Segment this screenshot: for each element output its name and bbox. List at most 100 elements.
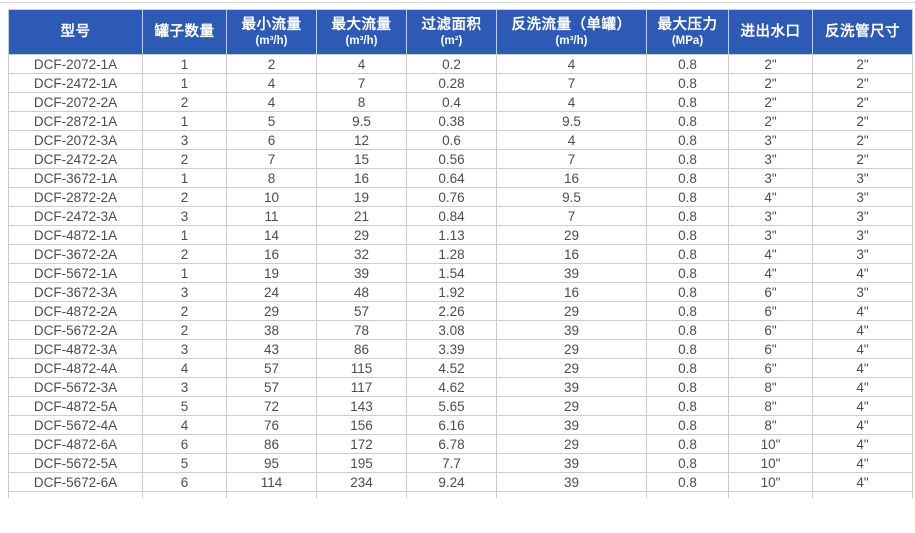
cell-backwash-pipe: 4": [812, 339, 913, 359]
cell-tank-count: 3: [142, 130, 227, 150]
cell-max-flow: 9.5: [316, 111, 407, 131]
cell-inlet-outlet: 4": [728, 244, 813, 264]
cell-backwash-flow: 39: [496, 415, 647, 435]
cell-backwash-flow: 39: [496, 472, 647, 492]
cell-model: DCF-2072-3A: [8, 130, 143, 150]
cell-backwash-flow: 7: [496, 206, 647, 226]
cell-backwash-pipe: 4": [812, 263, 913, 283]
cell-max-flow: 29: [316, 225, 407, 245]
cell-min-flow: 114: [226, 472, 317, 492]
table-row: DCF-4872-6A 6 86 172 6.78 29 0.8 10" 4": [8, 434, 913, 454]
cell-model: DCF-5672-6A: [8, 472, 143, 492]
cell-min-flow: 29: [226, 301, 317, 321]
column-header-label: 反洗流量（单罐）: [511, 17, 632, 33]
cell-backwash-flow: 39: [496, 377, 647, 397]
empty-cell: [728, 491, 813, 498]
cell-tank-count: 2: [142, 244, 227, 264]
cell-min-flow: 11: [226, 206, 317, 226]
table-body: DCF-2072-1A 1 2 4 0.2 4 0.8 2" 2" DCF-24…: [8, 54, 913, 492]
cell-model: DCF-4872-6A: [8, 434, 143, 454]
cell-backwash-flow: 29: [496, 225, 647, 245]
table-header: 型号 罐子数量 最小流量 (m³/h) 最大流量: [8, 9, 913, 55]
cell-max-pressure: 0.8: [646, 92, 729, 112]
cell-max-flow: 39: [316, 263, 407, 283]
cell-filter-area: 1.92: [406, 282, 497, 302]
cell-min-flow: 57: [226, 377, 317, 397]
cell-backwash-pipe: 3": [812, 282, 913, 302]
cell-min-flow: 4: [226, 73, 317, 93]
cell-max-flow: 57: [316, 301, 407, 321]
table-row: DCF-2472-2A 2 7 15 0.56 7 0.8 3" 2": [8, 149, 913, 169]
column-header: 反洗管尺寸: [812, 9, 913, 55]
table-row: DCF-5672-5A 5 95 195 7.7 39 0.8 10" 4": [8, 453, 913, 473]
cell-backwash-pipe: 2": [812, 149, 913, 169]
cell-max-pressure: 0.8: [646, 282, 729, 302]
cell-min-flow: 86: [226, 434, 317, 454]
cell-min-flow: 57: [226, 358, 317, 378]
column-header: 反洗流量（单罐） (m³/h): [496, 9, 647, 55]
cell-model: DCF-5672-1A: [8, 263, 143, 283]
cell-tank-count: 1: [142, 168, 227, 188]
cell-inlet-outlet: 2": [728, 92, 813, 112]
table-row: DCF-5672-6A 6 114 234 9.24 39 0.8 10" 4": [8, 472, 913, 492]
cell-inlet-outlet: 4": [728, 263, 813, 283]
cell-filter-area: 7.7: [406, 453, 497, 473]
clipped-empty-row: [8, 491, 913, 498]
cell-backwash-pipe: 4": [812, 434, 913, 454]
cell-backwash-flow: 39: [496, 320, 647, 340]
cell-backwash-flow: 29: [496, 434, 647, 454]
cell-tank-count: 1: [142, 263, 227, 283]
cell-filter-area: 0.28: [406, 73, 497, 93]
cell-max-flow: 195: [316, 453, 407, 473]
cell-min-flow: 95: [226, 453, 317, 473]
cell-inlet-outlet: 10": [728, 453, 813, 473]
cell-model: DCF-4872-1A: [8, 225, 143, 245]
cell-backwash-pipe: 2": [812, 73, 913, 93]
cell-max-pressure: 0.8: [646, 263, 729, 283]
cell-backwash-pipe: 4": [812, 472, 913, 492]
cell-inlet-outlet: 2": [728, 73, 813, 93]
cell-model: DCF-2472-3A: [8, 206, 143, 226]
table-row: DCF-2072-3A 3 6 12 0.6 4 0.8 3" 2": [8, 130, 913, 150]
empty-cell: [226, 491, 317, 498]
header-row: 型号 罐子数量 最小流量 (m³/h) 最大流量: [8, 9, 913, 55]
cell-filter-area: 9.24: [406, 472, 497, 492]
cell-tank-count: 1: [142, 54, 227, 74]
cell-min-flow: 14: [226, 225, 317, 245]
cell-inlet-outlet: 6": [728, 320, 813, 340]
cell-filter-area: 6.78: [406, 434, 497, 454]
table-row: DCF-2072-2A 2 4 8 0.4 4 0.8 2" 2": [8, 92, 913, 112]
table-row: DCF-2072-1A 1 2 4 0.2 4 0.8 2" 2": [8, 54, 913, 74]
cell-filter-area: 0.76: [406, 187, 497, 207]
column-header-label: 型号: [60, 24, 91, 40]
cell-max-flow: 156: [316, 415, 407, 435]
cell-max-flow: 8: [316, 92, 407, 112]
cell-max-flow: 143: [316, 396, 407, 416]
cell-model: DCF-4872-3A: [8, 339, 143, 359]
cell-max-pressure: 0.8: [646, 225, 729, 245]
cell-filter-area: 0.4: [406, 92, 497, 112]
cell-tank-count: 4: [142, 358, 227, 378]
cell-inlet-outlet: 10": [728, 472, 813, 492]
cell-model: DCF-5672-2A: [8, 320, 143, 340]
cell-max-pressure: 0.8: [646, 244, 729, 264]
cell-max-pressure: 0.8: [646, 206, 729, 226]
cell-inlet-outlet: 3": [728, 225, 813, 245]
cell-filter-area: 5.65: [406, 396, 497, 416]
cell-filter-area: 4.62: [406, 377, 497, 397]
cell-inlet-outlet: 2": [728, 111, 813, 131]
cell-tank-count: 3: [142, 282, 227, 302]
cell-backwash-pipe: 4": [812, 396, 913, 416]
cell-model: DCF-5672-5A: [8, 453, 143, 473]
cell-filter-area: 3.39: [406, 339, 497, 359]
cell-tank-count: 2: [142, 92, 227, 112]
cell-filter-area: 6.16: [406, 415, 497, 435]
cell-model: DCF-2072-2A: [8, 92, 143, 112]
empty-cell: [646, 491, 729, 498]
cell-max-flow: 117: [316, 377, 407, 397]
table-row: DCF-5672-2A 2 38 78 3.08 39 0.8 6" 4": [8, 320, 913, 340]
cell-tank-count: 3: [142, 206, 227, 226]
cell-inlet-outlet: 6": [728, 358, 813, 378]
cell-max-pressure: 0.8: [646, 301, 729, 321]
column-header: 最小流量 (m³/h): [226, 9, 317, 55]
